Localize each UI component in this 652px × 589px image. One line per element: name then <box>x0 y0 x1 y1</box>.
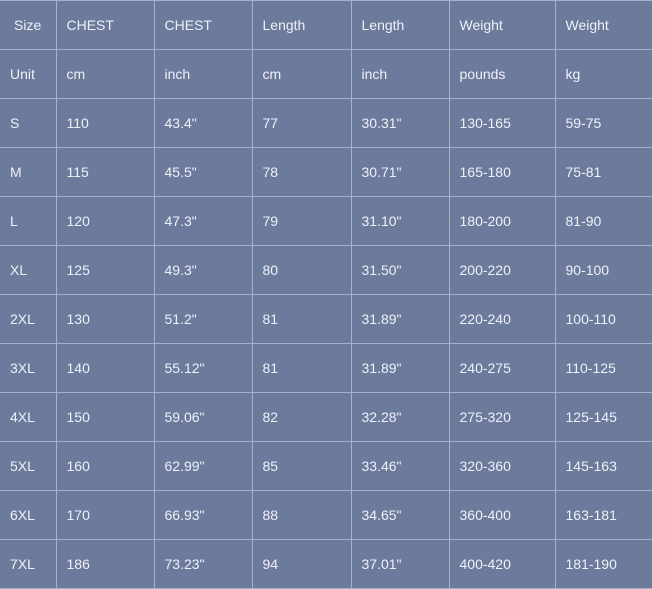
cell-weight-kg: 90-100 <box>554 245 652 295</box>
header-cell-weight-pounds: Weight <box>448 0 556 50</box>
header-cell-chest-cm: CHEST <box>55 0 155 50</box>
cell-length-cm: 81 <box>251 343 352 393</box>
cell-length-cm: 85 <box>251 441 352 491</box>
cell-chest-cm: 130 <box>55 294 155 344</box>
cell-weight-kg: kg <box>554 49 652 99</box>
header-cell-size: Size <box>0 0 57 50</box>
header-cell-length-cm: Length <box>251 0 352 50</box>
cell-size: 2XL <box>0 294 57 344</box>
cell-chest-cm: 115 <box>55 147 155 197</box>
cell-weight-pounds: 165-180 <box>448 147 556 197</box>
cell-length-cm: 77 <box>251 98 352 148</box>
cell-length-inch: 37.01" <box>350 539 450 589</box>
cell-chest-inch: 49.3" <box>153 245 253 295</box>
cell-length-cm: 82 <box>251 392 352 442</box>
cell-size: 6XL <box>0 490 57 540</box>
cell-chest-inch: inch <box>153 49 253 99</box>
cell-size: Unit <box>0 49 57 99</box>
cell-length-cm: 81 <box>251 294 352 344</box>
header-row: Size CHEST CHEST Length Length Weight Weight <box>0 0 652 50</box>
cell-chest-inch: 66.93" <box>153 490 253 540</box>
table-row: S 110 43.4" 77 30.31" 130-165 59-75 <box>0 98 652 148</box>
cell-length-cm: 94 <box>251 539 352 589</box>
cell-weight-pounds: 240-275 <box>448 343 556 393</box>
header-cell-length-inch: Length <box>350 0 450 50</box>
cell-chest-cm: 170 <box>55 490 155 540</box>
cell-chest-cm: cm <box>55 49 155 99</box>
table-row: 4XL 150 59.06" 82 32.28" 275-320 125-145 <box>0 392 652 442</box>
cell-chest-inch: 62.99" <box>153 441 253 491</box>
cell-length-inch: 31.10" <box>350 196 450 246</box>
table-row: 7XL 186 73.23" 94 37.01" 400-420 181-190 <box>0 539 652 589</box>
cell-size: M <box>0 147 57 197</box>
cell-weight-pounds: 200-220 <box>448 245 556 295</box>
cell-weight-kg: 81-90 <box>554 196 652 246</box>
cell-chest-inch: 51.2" <box>153 294 253 344</box>
cell-size: 3XL <box>0 343 57 393</box>
cell-weight-kg: 145-163 <box>554 441 652 491</box>
cell-chest-inch: 59.06" <box>153 392 253 442</box>
cell-chest-inch: 47.3" <box>153 196 253 246</box>
cell-length-inch: 32.28" <box>350 392 450 442</box>
cell-length-inch: 30.71" <box>350 147 450 197</box>
cell-chest-cm: 186 <box>55 539 155 589</box>
table-row: M 115 45.5" 78 30.71" 165-180 75-81 <box>0 147 652 197</box>
cell-weight-kg: 100-110 <box>554 294 652 344</box>
cell-length-cm: cm <box>251 49 352 99</box>
cell-length-inch: 31.50" <box>350 245 450 295</box>
cell-size: XL <box>0 245 57 295</box>
cell-weight-kg: 59-75 <box>554 98 652 148</box>
cell-length-cm: 80 <box>251 245 352 295</box>
cell-weight-kg: 125-145 <box>554 392 652 442</box>
table-row: 3XL 140 55.12" 81 31.89" 240-275 110-125 <box>0 343 652 393</box>
cell-chest-cm: 150 <box>55 392 155 442</box>
cell-chest-cm: 125 <box>55 245 155 295</box>
cell-weight-pounds: 180-200 <box>448 196 556 246</box>
cell-length-cm: 88 <box>251 490 352 540</box>
cell-length-inch: 33.46" <box>350 441 450 491</box>
cell-chest-inch: 55.12" <box>153 343 253 393</box>
cell-weight-kg: 163-181 <box>554 490 652 540</box>
header-cell-chest-inch: CHEST <box>153 0 253 50</box>
cell-weight-kg: 110-125 <box>554 343 652 393</box>
cell-chest-inch: 43.4" <box>153 98 253 148</box>
cell-size: L <box>0 196 57 246</box>
table-row: XL 125 49.3" 80 31.50" 200-220 90-100 <box>0 245 652 295</box>
cell-length-inch: 31.89" <box>350 343 450 393</box>
cell-size: 5XL <box>0 441 57 491</box>
unit-row: Unit cm inch cm inch pounds kg <box>0 49 652 99</box>
cell-chest-inch: 45.5" <box>153 147 253 197</box>
cell-weight-pounds: 320-360 <box>448 441 556 491</box>
table-row: 5XL 160 62.99" 85 33.46" 320-360 145-163 <box>0 441 652 491</box>
cell-length-cm: 78 <box>251 147 352 197</box>
cell-weight-pounds: 400-420 <box>448 539 556 589</box>
cell-size: S <box>0 98 57 148</box>
cell-weight-kg: 181-190 <box>554 539 652 589</box>
table-row: L 120 47.3" 79 31.10" 180-200 81-90 <box>0 196 652 246</box>
cell-weight-pounds: 220-240 <box>448 294 556 344</box>
table-row: 6XL 170 66.93" 88 34.65" 360-400 163-181 <box>0 490 652 540</box>
cell-chest-cm: 140 <box>55 343 155 393</box>
cell-length-cm: 79 <box>251 196 352 246</box>
cell-length-inch: 31.89" <box>350 294 450 344</box>
table-row: 2XL 130 51.2" 81 31.89" 220-240 100-110 <box>0 294 652 344</box>
cell-size: 7XL <box>0 539 57 589</box>
cell-weight-pounds: pounds <box>448 49 556 99</box>
cell-chest-cm: 120 <box>55 196 155 246</box>
cell-weight-kg: 75-81 <box>554 147 652 197</box>
cell-weight-pounds: 275-320 <box>448 392 556 442</box>
cell-weight-pounds: 130-165 <box>448 98 556 148</box>
cell-chest-inch: 73.23" <box>153 539 253 589</box>
cell-length-inch: inch <box>350 49 450 99</box>
cell-size: 4XL <box>0 392 57 442</box>
cell-length-inch: 30.31" <box>350 98 450 148</box>
header-cell-weight-kg: Weight <box>554 0 652 50</box>
cell-chest-cm: 110 <box>55 98 155 148</box>
cell-chest-cm: 160 <box>55 441 155 491</box>
cell-weight-pounds: 360-400 <box>448 490 556 540</box>
cell-length-inch: 34.65" <box>350 490 450 540</box>
